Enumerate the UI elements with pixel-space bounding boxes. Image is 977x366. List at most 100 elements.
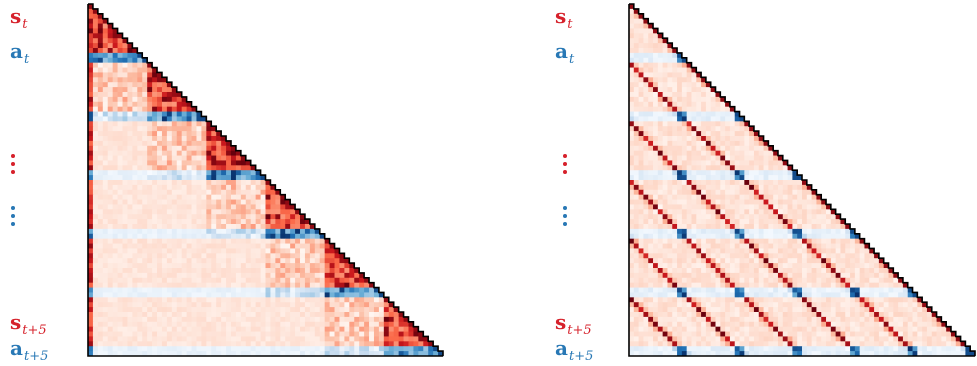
- heatmap-cell: [653, 263, 659, 269]
- heatmap-cell: [643, 87, 649, 93]
- heatmap-cell: [874, 263, 880, 269]
- heatmap-cell: [275, 326, 281, 332]
- heatmap-cell: [677, 121, 683, 127]
- heatmap-cell: [710, 111, 716, 117]
- heatmap-cell: [413, 346, 419, 352]
- heatmap-cell: [161, 224, 168, 230]
- heatmap-cell: [840, 248, 846, 254]
- heatmap-cell: [206, 160, 212, 166]
- heatmap-cell: [166, 331, 173, 337]
- heatmap-cell: [196, 131, 202, 137]
- heatmap-cell: [763, 184, 769, 191]
- heatmap-cell: [152, 150, 158, 156]
- heatmap-cell: [112, 77, 118, 83]
- heatmap-cell: [102, 331, 109, 337]
- heatmap-cell: [811, 268, 817, 274]
- heatmap-cell: [648, 316, 654, 323]
- heatmap-cell: [696, 92, 702, 98]
- heatmap-cell: [653, 307, 659, 313]
- heatmap-cell: [245, 287, 252, 293]
- heatmap-cell: [638, 140, 644, 147]
- heatmap-cell: [176, 199, 183, 205]
- heatmap-cell: [816, 326, 822, 332]
- heatmap-cell: [643, 62, 649, 68]
- heatmap-cell: [364, 346, 370, 352]
- heatmap-cell: [171, 302, 178, 308]
- heatmap-cell: [329, 248, 335, 254]
- heatmap-cell: [102, 277, 109, 284]
- heatmap-cell: [816, 331, 822, 337]
- heatmap-cell: [240, 175, 247, 181]
- heatmap-cell: [638, 96, 644, 103]
- heatmap-cell: [255, 233, 261, 240]
- heatmap-cell: [147, 67, 153, 73]
- heatmap-cell: [782, 180, 788, 186]
- heatmap-cell: [753, 160, 760, 166]
- heatmap-cell: [826, 326, 832, 332]
- heatmap-cell: [701, 282, 707, 288]
- heatmap-cell: [270, 341, 276, 347]
- heatmap-cell: [648, 297, 654, 303]
- heatmap-cell: [265, 184, 271, 191]
- heatmap-cell: [657, 116, 664, 122]
- heatmap-cell: [725, 287, 731, 293]
- heatmap-cell: [359, 272, 365, 279]
- heatmap-cell: [806, 184, 813, 191]
- heatmap-cell: [265, 331, 271, 337]
- heatmap-cell: [744, 224, 750, 230]
- heatmap-cell: [686, 189, 692, 196]
- heatmap-cell: [753, 140, 760, 147]
- heatmap-cell: [662, 77, 668, 83]
- heatmap-cell: [117, 224, 123, 230]
- heatmap-cell: [734, 111, 740, 117]
- heatmap-cell: [88, 33, 94, 39]
- heatmap-cell: [171, 253, 178, 259]
- heatmap-cell: [629, 282, 635, 288]
- heatmap-cell: [763, 233, 769, 240]
- heatmap-cell: [854, 287, 861, 293]
- heatmap-cell: [122, 43, 128, 49]
- heatmap-cell: [132, 272, 138, 279]
- heatmap-cell: [643, 194, 649, 200]
- heatmap-cell: [92, 13, 99, 20]
- heatmap-cell: [677, 67, 683, 73]
- heatmap-cell: [304, 336, 311, 342]
- heatmap-cell: [166, 189, 173, 196]
- heatmap-cell: [729, 316, 736, 323]
- heatmap-cell: [633, 38, 640, 44]
- heatmap-cell: [152, 189, 158, 196]
- heatmap-cell: [672, 268, 678, 274]
- heatmap-cell: [696, 82, 702, 88]
- heatmap-cell: [768, 228, 774, 235]
- heatmap-cell: [117, 43, 123, 49]
- heatmap-cell: [633, 228, 640, 235]
- heatmap-cell: [132, 77, 138, 83]
- heatmap-cell: [662, 96, 668, 103]
- heatmap-cell: [633, 238, 640, 244]
- heatmap-cell: [186, 287, 192, 293]
- heatmap-cell: [657, 272, 664, 279]
- heatmap-cell: [230, 331, 237, 337]
- heatmap-cell: [398, 326, 404, 332]
- heatmap-cell: [633, 13, 640, 20]
- heatmap-cell: [729, 106, 736, 112]
- heatmap-cell: [749, 175, 755, 181]
- heatmap-cell: [854, 268, 861, 274]
- heatmap-cell: [734, 199, 740, 205]
- heatmap-cell: [230, 199, 237, 205]
- heatmap-cell: [657, 72, 664, 78]
- heatmap-cell: [378, 312, 385, 318]
- heatmap-cell: [373, 312, 380, 318]
- heatmap-cell: [92, 43, 99, 49]
- heatmap-cell: [171, 243, 178, 249]
- heatmap-cell: [438, 351, 444, 357]
- heatmap-cell: [137, 238, 143, 244]
- heatmap-cell: [329, 351, 335, 357]
- heatmap-cell: [648, 126, 654, 132]
- heatmap-cell: [97, 48, 104, 54]
- heatmap-cell: [681, 77, 688, 83]
- heatmap-cell: [260, 272, 266, 279]
- heatmap-cell: [142, 155, 148, 161]
- heatmap-cell: [763, 194, 769, 200]
- heatmap-cell: [835, 292, 841, 298]
